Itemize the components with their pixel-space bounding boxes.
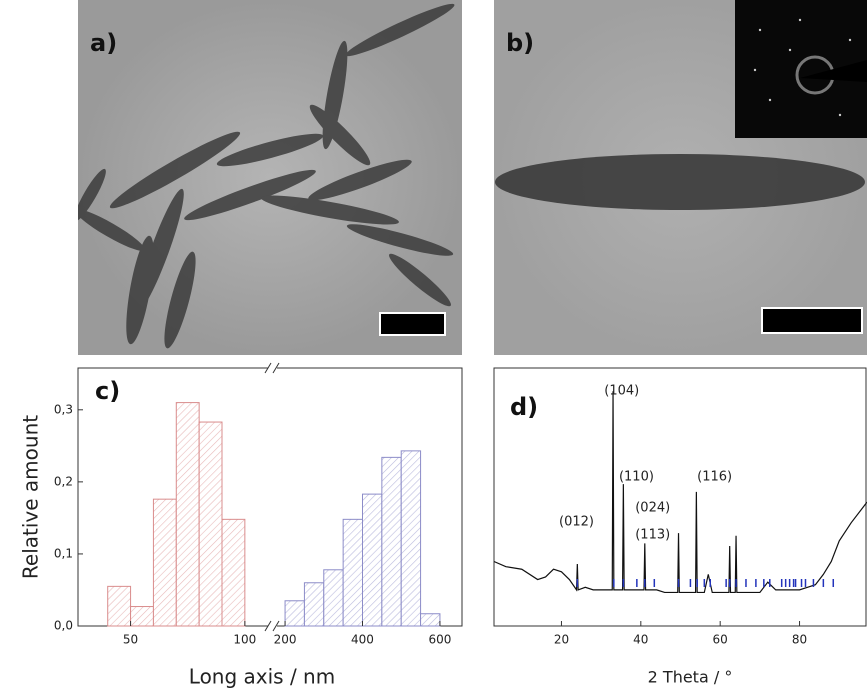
bar <box>400 450 422 627</box>
x-tick-label: 600 <box>428 633 451 647</box>
tem-image-a <box>78 0 462 355</box>
x-tick-label: 50 <box>123 633 138 647</box>
bar <box>152 498 177 627</box>
peak-label: (116) <box>697 469 732 484</box>
x-tick-label: 200 <box>274 633 297 647</box>
axis-break <box>264 362 272 374</box>
x-tick-label: 60 <box>713 633 728 647</box>
bar <box>107 585 132 627</box>
axis-break-gap <box>268 622 277 630</box>
x-tick-label: 40 <box>633 633 648 647</box>
bar <box>342 518 363 627</box>
bar <box>175 402 200 627</box>
peak-label: (104) <box>604 384 639 399</box>
x-axis-title: Long axis / nm <box>189 665 335 689</box>
x-tick-label: 20 <box>554 633 569 647</box>
peak-label: (012) <box>559 515 594 530</box>
x-tick-label: 400 <box>351 633 374 647</box>
bar <box>221 518 246 627</box>
panel-label: a) <box>90 29 117 57</box>
axis-break <box>272 620 280 632</box>
y-axis-title: Relative amount <box>19 415 43 579</box>
xrd-line <box>493 391 867 594</box>
bar <box>323 569 344 627</box>
y-tick-label: 0,0 <box>54 619 73 633</box>
axis-break <box>272 362 280 374</box>
tem-image-b <box>494 0 867 355</box>
bar <box>361 493 383 627</box>
panel-label: d) <box>510 393 538 421</box>
panel-label: b) <box>506 29 534 57</box>
y-tick-label: 0,3 <box>54 402 73 416</box>
bar <box>198 421 223 627</box>
y-tick-label: 0,1 <box>54 546 73 560</box>
peak-label: (024) <box>635 501 670 516</box>
peak-label: (113) <box>635 527 670 542</box>
panel-label: c) <box>95 377 120 405</box>
peak-label: (110) <box>619 469 654 484</box>
y-tick-label: 0,2 <box>54 474 73 488</box>
bar <box>420 613 441 627</box>
axis-break-gap <box>268 364 277 372</box>
bar <box>381 456 402 627</box>
x-tick-label: 100 <box>233 633 256 647</box>
bar <box>303 582 325 627</box>
plot-frame <box>493 367 867 627</box>
axis-break <box>264 620 272 632</box>
x-axis-title: 2 Theta / ° <box>648 668 733 687</box>
x-tick-label: 80 <box>792 633 807 647</box>
bar <box>130 606 154 627</box>
bar <box>284 600 305 627</box>
